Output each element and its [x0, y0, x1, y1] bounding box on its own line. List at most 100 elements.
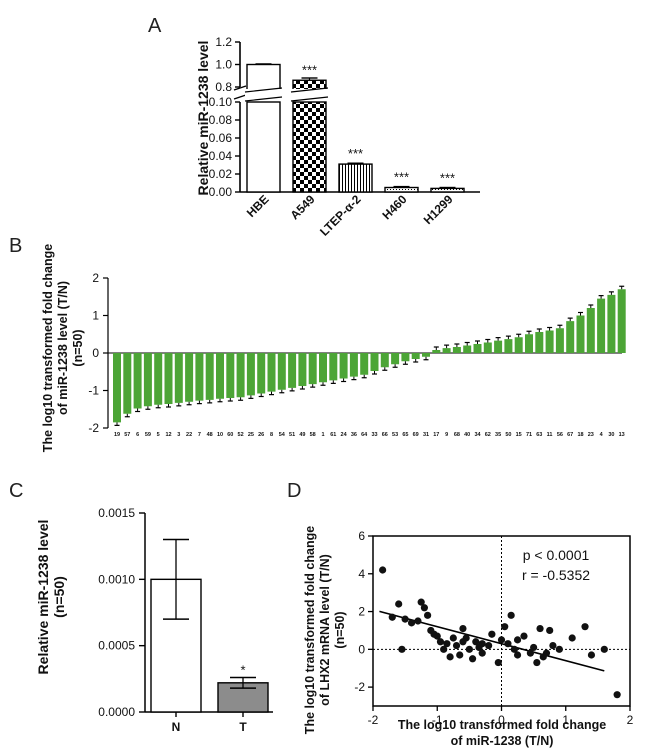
- panel-b-category-label: 1: [321, 432, 324, 438]
- panel-d-ytick-label: 6: [358, 529, 365, 543]
- panel-d-xtick-label: 0: [498, 713, 505, 727]
- panel-d-ytick-label: 4: [358, 567, 365, 581]
- panel-c-category-label: T: [239, 720, 247, 734]
- panel-d-xlabel-line2: of miR-1238 (T/N): [451, 734, 554, 748]
- panel-b-category-label: 40: [464, 432, 470, 438]
- panel-b-category-label: 13: [619, 432, 625, 438]
- panel-b-bar: [473, 344, 482, 353]
- panel-b-category-label: 61: [330, 432, 336, 438]
- panel-a-category-label: HBE: [244, 192, 272, 220]
- panel-d-xtick-label: 2: [627, 713, 634, 727]
- panel-b-bar: [123, 353, 132, 414]
- panel-b-category-label: 34: [474, 432, 481, 438]
- panel-d-data-point: [440, 645, 448, 653]
- panel-b-bar: [277, 353, 286, 390]
- panel-a-bar: [338, 163, 373, 193]
- panel-b-bar: [555, 328, 564, 353]
- panel-d-data-point: [417, 598, 425, 606]
- panel-c-significance: *: [240, 663, 245, 678]
- panel-c-ytick-label: 0.0000: [98, 705, 135, 719]
- panel-b-ytick-label: -1: [88, 384, 99, 398]
- panel-label-c: C: [9, 480, 23, 502]
- panel-a-bar-break-gap: [291, 89, 328, 100]
- panel-a-bar-break-mark: [290, 87, 329, 93]
- panel-b-category-label: 24: [341, 432, 348, 438]
- panel-b-bar: [329, 353, 338, 381]
- panel-b-bar: [494, 340, 503, 353]
- panel-d-data-point: [456, 651, 464, 659]
- panel-b-ylabel-line3: (n=50): [71, 329, 85, 366]
- panel-b-category-label: 31: [423, 432, 429, 438]
- panel-b-category-label: 8: [270, 432, 273, 438]
- panel-b-bar: [267, 353, 276, 392]
- panel-b-bar: [442, 348, 451, 353]
- panel-d-data-point: [536, 624, 544, 633]
- panel-b-category-label: 23: [588, 432, 594, 438]
- panel-d-data-point: [510, 645, 518, 653]
- panel-a-bar: [384, 186, 419, 193]
- panel-a-significance: ***: [440, 170, 455, 185]
- panel-d-xtick-label: -2: [368, 713, 379, 727]
- panel-b-bar: [576, 315, 585, 353]
- panel-b-category-label: 11: [547, 432, 553, 438]
- panel-d-ytick-label: 0: [358, 642, 365, 656]
- panel-b-bar: [566, 321, 575, 353]
- panel-d-data-point: [526, 649, 535, 657]
- panel-b-category-label: 15: [516, 432, 522, 438]
- panel-d-data-point: [478, 649, 486, 657]
- panel-c-chart: Relative miR-1238 level (n=50) 0.0000 0.0…: [35, 506, 273, 734]
- panel-b-bar: [133, 353, 142, 409]
- panel-d-data-point: [600, 645, 608, 653]
- panel-b-category-label: 33: [371, 432, 377, 438]
- panel-d-data-point: [468, 655, 477, 663]
- panel-b-bar: [432, 350, 441, 353]
- panel-b-category-label: 63: [536, 432, 542, 438]
- panel-b-category-label: 25: [248, 432, 254, 438]
- panel-d-pvalue: p < 0.0001: [523, 547, 590, 563]
- panel-a-bar-break-mark: [244, 96, 283, 102]
- panel-a-category-label: A549: [287, 192, 317, 222]
- panel-d-data-point: [494, 658, 502, 667]
- panel-b-category-label: 56: [557, 432, 563, 438]
- panel-d-data-point: [568, 634, 576, 642]
- panel-b-category-label: 54: [279, 432, 286, 438]
- panel-b-category-label: 52: [238, 432, 244, 438]
- panel-b-bar: [370, 353, 379, 371]
- panel-b-ytick-label: 1: [92, 309, 99, 323]
- panel-a-ytick-label: 1.2: [215, 35, 232, 49]
- panel-a-ytick-label: 0.8: [215, 80, 232, 94]
- panel-b-category-label: 18: [577, 432, 583, 438]
- panel-d-data-point: [398, 645, 406, 653]
- panel-b-bar: [411, 353, 420, 359]
- panel-b-category-label: 7: [198, 432, 201, 438]
- panel-d-data-point: [424, 611, 432, 619]
- panel-b-bar: [308, 353, 317, 385]
- panel-a-chart: Relative miR-1238 level 0.00 0.02 0.04 0.06…: [195, 35, 480, 239]
- panel-d-data-point: [546, 626, 554, 635]
- panel-a-category-label: H460: [379, 192, 409, 222]
- panel-d-data-point: [504, 640, 512, 648]
- panel-a-ytick-label: 0.00: [209, 185, 233, 199]
- panel-d-data-point: [587, 651, 596, 659]
- panel-d-rvalue: r = -0.5352: [522, 567, 590, 583]
- panel-d-data-point: [388, 613, 396, 621]
- panel-b-bar: [452, 347, 461, 353]
- panel-a-ytick-label: 0.02: [209, 167, 233, 181]
- panel-b-bar: [504, 339, 513, 353]
- panel-d-chart: The log10 transformed fold change of LHX…: [303, 526, 634, 748]
- panel-b-ytick-label: 2: [92, 271, 99, 285]
- panel-b-bar: [339, 353, 348, 379]
- panel-c-category-label: N: [172, 720, 181, 734]
- panel-b-category-label: 6: [136, 432, 139, 438]
- panel-c-ylabel-line1: Relative miR-1238 level: [35, 520, 51, 675]
- panel-b-bar: [349, 353, 358, 377]
- panel-d-xlabel-line1: The log10 transformed fold change: [398, 718, 606, 732]
- panel-b-bar: [246, 353, 255, 396]
- panel-d-data-point: [530, 643, 538, 652]
- panel-b-category-label: 64: [361, 432, 368, 438]
- panel-a-category-label: LTEP-α-2: [317, 192, 364, 239]
- panel-b-category-label: 48: [207, 432, 213, 438]
- panel-b-bar: [143, 353, 152, 407]
- panel-b-bar: [226, 353, 235, 398]
- panel-b-bar: [586, 308, 595, 353]
